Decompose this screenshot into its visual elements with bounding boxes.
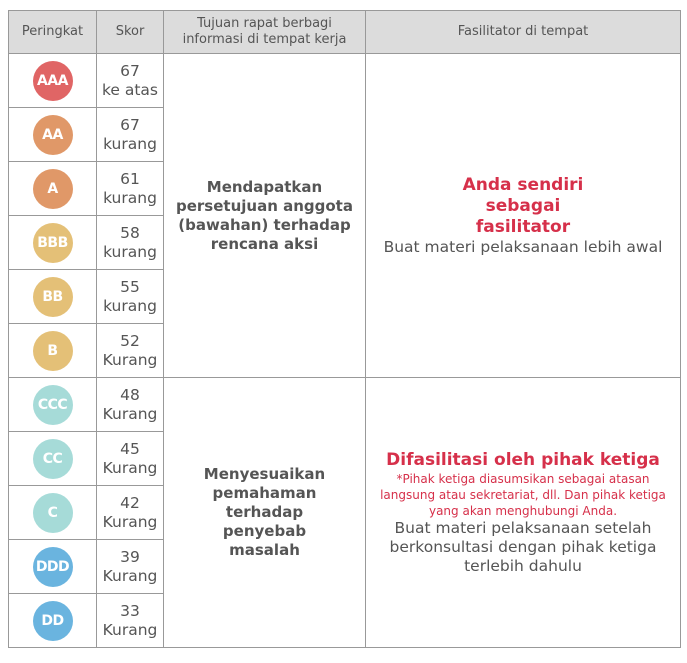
header-score: Skor — [96, 10, 164, 54]
table-row: AA 67 kurang — [8, 107, 681, 162]
table-row: DD 33 Kurang — [8, 593, 681, 648]
score-note: Kurang — [102, 458, 158, 477]
table-row: CCC 48 Kurang Menyesuaikan pemahaman terha… — [8, 377, 681, 648]
facilitator-cell: Difasilitasi oleh pihak ketiga *Pihak ket… — [365, 377, 681, 648]
facilitator-title: Difasilitasi oleh pihak ketiga — [386, 449, 660, 470]
score-cell: 67 kurang — [96, 107, 164, 162]
score-cell: 39 Kurang — [96, 539, 164, 594]
rank-badge: B — [32, 330, 73, 371]
facilitator-cell: Anda sendiri sebagai fasilitator Buat mat… — [365, 53, 681, 378]
score-cell: 52 Kurang — [96, 323, 164, 378]
score-cell: 33 Kurang — [96, 593, 164, 648]
rank-cell: AAA — [8, 53, 97, 108]
facilitator-text: Buat materi pelaksanaan lebih awal — [383, 237, 663, 256]
rank-cell: DDD — [8, 539, 97, 594]
score-value: 61 — [120, 169, 140, 188]
score-value: 58 — [120, 223, 140, 242]
header-goal: Tujuan rapat berbagi informasi di tempat… — [163, 10, 366, 54]
rank-badge: C — [32, 492, 73, 533]
table-row: AAA 67 ke atas Mendapatkan persetujuan ang… — [8, 53, 681, 378]
rank-badge: BB — [32, 276, 73, 317]
goal-text: Menyesuaikan pemahaman terhadap penyebab… — [203, 465, 326, 559]
score-cell: 42 Kurang — [96, 485, 164, 540]
rank-cell: DD — [8, 593, 97, 648]
score-cell: 48 Kurang — [96, 377, 164, 432]
rank-badge: DDD — [32, 546, 73, 587]
goal-cell: Menyesuaikan pemahaman terhadap penyebab… — [163, 377, 366, 648]
score-cell: 58 kurang — [96, 215, 164, 270]
rank-badge: BBB — [32, 222, 73, 263]
facilitator-text: Buat materi pelaksanaan setelah berkonsu… — [389, 518, 657, 575]
score-value: 42 — [120, 493, 140, 512]
score-value: 48 — [120, 385, 140, 404]
score-value: 67 — [120, 61, 140, 80]
facilitator-title: Anda sendiri sebagai fasilitator — [462, 174, 584, 237]
rank-badge: AAA — [32, 60, 73, 101]
rank-cell: A — [8, 161, 97, 216]
rank-cell: BBB — [8, 215, 97, 270]
table-row: C 42 Kurang — [8, 485, 681, 540]
rank-badge: DD — [32, 600, 73, 641]
score-note: kurang — [103, 134, 157, 153]
score-note: kurang — [103, 242, 157, 261]
score-value: 67 — [120, 115, 140, 134]
rank-badge: AA — [32, 114, 73, 155]
score-note: ke atas — [101, 80, 159, 99]
score-cell: 55 kurang — [96, 269, 164, 324]
goal-text: Mendapatkan persetujuan anggota (bawahan… — [176, 177, 353, 253]
rank-cell: B — [8, 323, 97, 378]
rank-badge: CCC — [32, 384, 73, 425]
table-row: BBB 58 kurang — [8, 215, 681, 270]
facilitator-note: *Pihak ketiga diasumsikan sebagai atasan… — [380, 471, 666, 518]
score-value: 52 — [120, 331, 140, 350]
header-facilitator: Fasilitator di tempat — [365, 10, 681, 54]
score-note: kurang — [103, 188, 157, 207]
rank-cell: CC — [8, 431, 97, 486]
score-value: 45 — [120, 439, 140, 458]
rating-table: Peringkat Skor Tujuan rapat berbagi info… — [8, 10, 681, 648]
score-value: 39 — [120, 547, 140, 566]
rank-badge: CC — [32, 438, 73, 479]
table-row: B 52 Kurang — [8, 323, 681, 378]
rank-badge: A — [32, 168, 73, 209]
score-value: 33 — [120, 601, 140, 620]
rank-cell: AA — [8, 107, 97, 162]
score-note: Kurang — [102, 404, 158, 423]
rank-cell: CCC — [8, 377, 97, 432]
score-cell: 61 kurang — [96, 161, 164, 216]
table-row: BB 55 kurang — [8, 269, 681, 324]
score-note: Kurang — [102, 512, 158, 531]
rank-cell: BB — [8, 269, 97, 324]
table-row: CC 45 Kurang — [8, 431, 681, 486]
table-row: DDD 39 Kurang — [8, 539, 681, 594]
header-rank: Peringkat — [8, 10, 97, 54]
score-note: kurang — [103, 296, 157, 315]
score-cell: 45 Kurang — [96, 431, 164, 486]
score-note: Kurang — [102, 566, 158, 585]
score-note: Kurang — [102, 350, 158, 369]
goal-cell: Mendapatkan persetujuan anggota (bawahan… — [163, 53, 366, 378]
rank-cell: C — [8, 485, 97, 540]
score-cell: 67 ke atas — [96, 53, 164, 108]
score-note: Kurang — [102, 620, 158, 639]
score-value: 55 — [120, 277, 140, 296]
